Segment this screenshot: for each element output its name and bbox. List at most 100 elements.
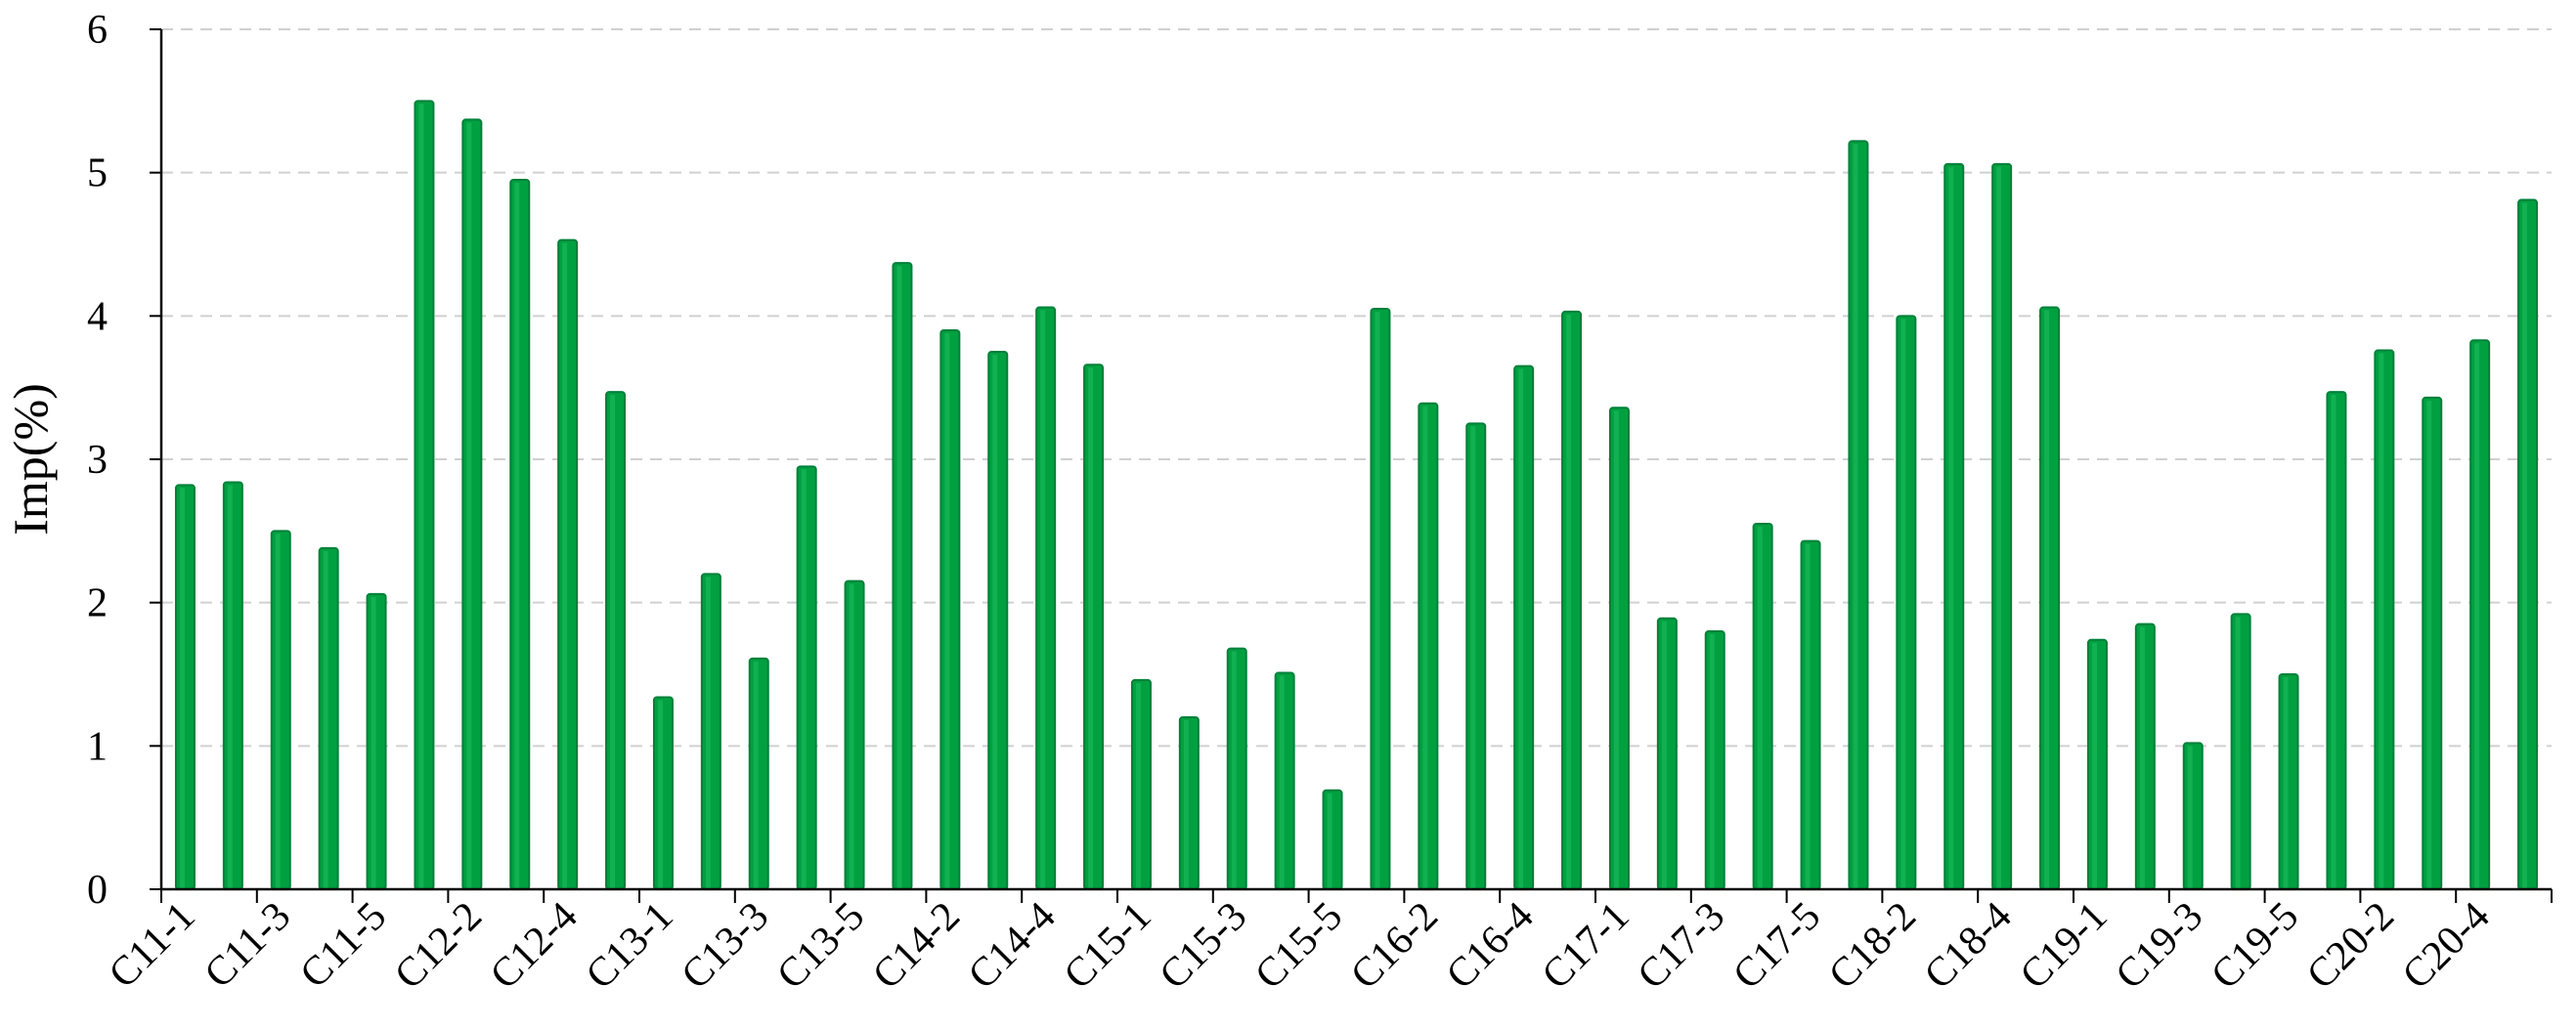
bar-C19-4 [2230,613,2251,891]
y-tick-label: 6 [87,8,108,53]
bar [1561,310,1583,890]
x-tick-label: C15-5 [1246,894,1351,999]
bar-C11-4 [318,546,339,891]
bar [2374,349,2395,890]
bar-C11-5 [366,592,387,890]
bar-highlight [1996,166,2002,889]
bar-highlight [944,333,950,889]
bar-highlight [1613,410,1619,889]
bar-C17-4 [1752,523,1773,890]
bar [1991,162,2013,891]
bar [1322,789,1343,890]
bar-C13-3 [748,657,769,890]
bar [2422,396,2443,890]
bar-highlight [1135,682,1141,889]
bar [2039,306,2061,890]
bar [700,573,721,890]
x-tick-label: C16-4 [1438,894,1543,999]
bar-highlight [2187,746,2193,889]
x-tick-label: C13-3 [674,894,778,999]
bar [1943,162,1965,891]
bar-C12-1 [414,100,435,891]
bar-C15-1 [1130,678,1152,890]
bar [2278,673,2299,890]
bar-C19-2 [2134,622,2156,891]
bar-C13-5 [844,579,865,891]
bar-C18-3 [1943,162,1965,891]
bar-C14-2 [939,329,961,890]
y-tick-label: 1 [87,724,108,769]
bar-highlight [896,266,902,890]
y-tick-label: 5 [87,151,108,196]
bar-highlight [2235,617,2241,889]
x-tick-labels: C11-1C11-3C11-5C12-2C12-4C13-1C13-3C13-5… [101,894,2499,999]
bar-C16-2 [1418,402,1439,890]
bar-highlight [705,577,711,889]
bar [844,579,865,891]
bar [1226,647,1247,890]
bar-highlight [657,700,663,889]
bar-C14-3 [987,351,1009,890]
bar [1704,630,1725,890]
x-tick-label: C16-2 [1342,894,1447,999]
bar-highlight [1279,675,1285,889]
y-tick-labels: 0 1 2 3 4 5 6 [87,8,108,913]
x-tick-label: C13-5 [768,894,873,999]
bar-highlight [1518,368,1524,890]
bar-C12-5 [605,391,627,890]
bar-C13-4 [796,465,817,890]
y-tick-label: 2 [87,581,108,626]
bar-highlight [1661,621,1667,889]
bar [652,696,674,891]
bar-highlight [1088,367,1094,889]
x-tick-label: C12-4 [482,894,587,999]
x-tick-label: C20-4 [2394,894,2499,999]
y-tick-label: 3 [87,438,108,483]
x-tick-label: C11-5 [291,894,395,998]
bar [2517,198,2539,891]
bar-highlight [227,485,233,889]
y-tick-label: 0 [87,868,108,913]
bar [557,238,579,891]
bar [1178,716,1200,890]
bar-highlight [2522,202,2528,890]
x-tick-label: C17-5 [1725,894,1829,999]
bar-highlight [610,395,616,889]
bar-C18-5 [2039,306,2061,890]
bar-highlight [2331,395,2336,889]
bar-highlight [179,488,185,889]
bar-C11-2 [222,481,243,890]
bar [2230,613,2251,891]
bar-C15-3 [1226,647,1247,890]
bar-highlight [2139,626,2145,889]
bar [1896,315,1917,891]
bar [748,657,769,890]
bar-C16-4 [1513,364,1535,890]
bar [222,481,243,890]
bar-highlight [1900,319,1906,889]
x-tick-label: C11-1 [101,894,204,998]
bar-C13-2 [700,573,721,890]
bar-C17-3 [1704,630,1725,890]
x-tick-label: C18-2 [1820,894,1925,999]
bar [2469,339,2491,890]
x-tick-label: C18-4 [1916,894,2021,999]
bar-C12-4 [557,238,579,891]
bar-C16-3 [1465,422,1487,890]
bar-highlight [1948,166,1954,889]
bar-highlight [2091,642,2097,889]
axes [150,28,2553,903]
bar-C19-3 [2182,742,2204,891]
bars [174,100,2539,891]
bar-C15-5 [1322,789,1343,890]
bar [1656,617,1678,890]
bar-C12-2 [461,118,483,890]
bar [318,546,339,891]
bar-highlight [418,104,424,890]
bar-highlight [2283,677,2289,889]
bar [1418,402,1439,890]
bar [1513,364,1535,890]
bar [1800,539,1821,890]
bar-highlight [1040,310,1046,889]
